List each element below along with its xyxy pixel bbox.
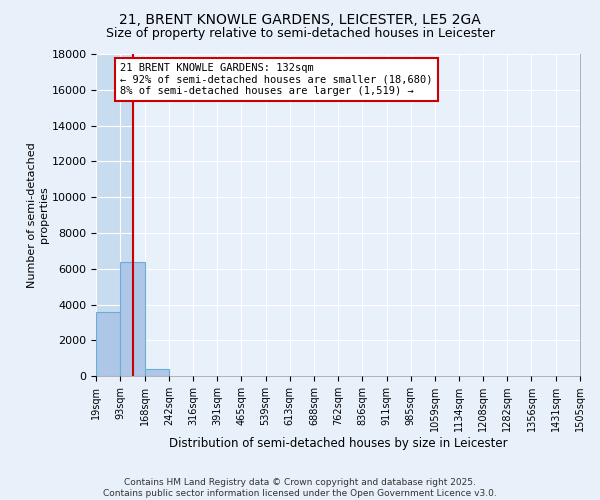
Bar	[145, 369, 169, 376]
Y-axis label: Number of semi-detached
properties: Number of semi-detached properties	[27, 142, 49, 288]
Text: Contains HM Land Registry data © Crown copyright and database right 2025.
Contai: Contains HM Land Registry data © Crown c…	[103, 478, 497, 498]
Text: 21 BRENT KNOWLE GARDENS: 132sqm
← 92% of semi-detached houses are smaller (18,68: 21 BRENT KNOWLE GARDENS: 132sqm ← 92% of…	[121, 63, 433, 96]
Text: 21, BRENT KNOWLE GARDENS, LEICESTER, LE5 2GA: 21, BRENT KNOWLE GARDENS, LEICESTER, LE5…	[119, 12, 481, 26]
Bar	[96, 54, 121, 376]
Bar	[96, 312, 121, 376]
Bar	[121, 262, 145, 376]
Bar	[121, 54, 133, 376]
Text: Size of property relative to semi-detached houses in Leicester: Size of property relative to semi-detach…	[106, 28, 494, 40]
X-axis label: Distribution of semi-detached houses by size in Leicester: Distribution of semi-detached houses by …	[169, 437, 508, 450]
